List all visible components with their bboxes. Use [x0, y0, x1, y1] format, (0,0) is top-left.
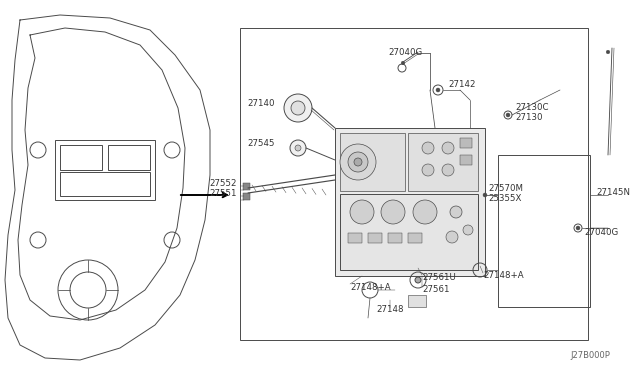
Bar: [368, 233, 382, 243]
Text: 27561: 27561: [422, 285, 449, 295]
Text: 27552: 27552: [209, 179, 237, 187]
Bar: [460, 155, 472, 165]
Text: 27140: 27140: [248, 99, 275, 108]
Circle shape: [576, 226, 580, 230]
Text: 27545: 27545: [248, 138, 275, 148]
Text: 27040G: 27040G: [388, 48, 422, 57]
Bar: [348, 233, 362, 243]
Text: 27561U: 27561U: [422, 273, 456, 282]
Circle shape: [295, 145, 301, 151]
Bar: [408, 133, 478, 191]
Circle shape: [340, 144, 376, 180]
Text: 27142: 27142: [448, 80, 476, 89]
Circle shape: [354, 158, 362, 166]
Text: 27130: 27130: [515, 112, 543, 122]
Bar: [335, 128, 485, 276]
Bar: [388, 233, 402, 243]
Circle shape: [483, 193, 487, 197]
Text: 27570M: 27570M: [488, 183, 523, 192]
Circle shape: [606, 50, 610, 54]
Circle shape: [348, 152, 368, 172]
Text: 27148+A: 27148+A: [483, 272, 524, 280]
Circle shape: [506, 113, 510, 117]
Circle shape: [350, 200, 374, 224]
Circle shape: [463, 225, 473, 235]
Circle shape: [446, 231, 458, 243]
Bar: [460, 138, 472, 148]
Text: 27040G: 27040G: [584, 228, 618, 237]
Circle shape: [413, 200, 437, 224]
Text: 27551: 27551: [209, 189, 237, 198]
Circle shape: [381, 200, 405, 224]
Bar: [340, 194, 478, 270]
Circle shape: [422, 164, 434, 176]
Circle shape: [442, 164, 454, 176]
Circle shape: [415, 277, 421, 283]
Bar: [408, 295, 426, 307]
Text: 25355X: 25355X: [488, 193, 522, 202]
Bar: [408, 233, 422, 243]
Text: 27130C: 27130C: [515, 103, 548, 112]
Text: 27148: 27148: [376, 305, 404, 314]
Circle shape: [422, 142, 434, 154]
Bar: [108, 145, 150, 170]
Bar: [340, 133, 405, 191]
Circle shape: [290, 140, 306, 156]
Circle shape: [436, 88, 440, 92]
Bar: [60, 145, 102, 170]
Circle shape: [284, 94, 312, 122]
Bar: [55, 140, 155, 200]
Bar: [243, 193, 250, 200]
Circle shape: [442, 142, 454, 154]
Bar: [240, 28, 588, 340]
Circle shape: [401, 61, 404, 65]
Bar: [498, 155, 590, 307]
Text: 27148+A: 27148+A: [350, 282, 390, 292]
Bar: [60, 172, 150, 196]
Text: J27B000P: J27B000P: [570, 352, 610, 360]
Text: 27145N: 27145N: [596, 187, 630, 196]
Circle shape: [450, 206, 462, 218]
Bar: [243, 183, 250, 190]
Circle shape: [291, 101, 305, 115]
